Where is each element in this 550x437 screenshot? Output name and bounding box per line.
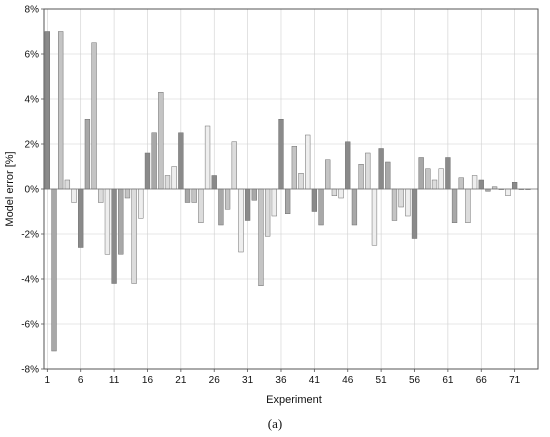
y-tick-label: 2% — [25, 140, 40, 151]
bar — [365, 152, 371, 190]
bar — [231, 141, 237, 190]
x-tick-label: 56 — [409, 375, 421, 386]
bar — [478, 179, 484, 190]
bar — [391, 188, 398, 221]
bar — [64, 179, 71, 190]
bar — [118, 188, 124, 255]
bar — [51, 188, 57, 352]
bar — [431, 179, 438, 190]
bar — [311, 188, 318, 212]
x-tick-label: 61 — [442, 375, 454, 386]
x-tick-label: 51 — [376, 375, 388, 386]
bar — [204, 125, 211, 190]
x-tick-label: 46 — [342, 375, 354, 386]
x-tick-label: 16 — [142, 375, 154, 386]
bar — [84, 119, 91, 190]
y-tick-label: 4% — [25, 95, 40, 106]
y-tick-label: 6% — [25, 50, 40, 61]
x-tick-label: 1 — [45, 375, 51, 386]
bar — [71, 188, 77, 203]
chart: -8%-6%-4%-2%0%2%4%6%8% 1 6 11 16 21 26 31 36 41 4… — [4, 5, 539, 406]
bar — [505, 188, 511, 196]
bar — [78, 188, 84, 248]
x-tick-label: 26 — [209, 375, 221, 386]
bar — [151, 132, 157, 190]
bar — [218, 188, 224, 226]
x-tick-label: 6 — [78, 375, 84, 386]
bar — [418, 157, 424, 190]
bar — [271, 188, 277, 217]
bar — [171, 166, 177, 190]
y-tick-label: -8% — [21, 365, 39, 376]
y-tick-label: -6% — [21, 320, 39, 331]
bar — [184, 188, 191, 203]
x-tick-label: 11 — [109, 375, 120, 386]
y-tick-label: 0% — [25, 185, 40, 196]
bar — [345, 141, 351, 190]
bar — [124, 188, 131, 199]
figure-caption: (a) — [267, 416, 283, 431]
bar — [131, 188, 137, 284]
x-ticks: 1 6 11 16 21 26 31 36 41 46 51 56 61 66 71 — [45, 369, 521, 386]
bar — [351, 188, 358, 226]
bar — [398, 188, 404, 208]
bar — [458, 177, 464, 190]
bar — [238, 188, 244, 253]
bar — [191, 188, 197, 203]
bar — [445, 157, 451, 190]
y-axis-title: Model error [%] — [4, 151, 16, 226]
bar — [358, 164, 364, 190]
bar — [285, 188, 291, 214]
bar — [138, 188, 144, 219]
bar — [224, 188, 231, 210]
bar — [411, 188, 418, 239]
bar — [371, 188, 378, 246]
bar — [331, 188, 338, 196]
bar — [104, 188, 111, 255]
bar — [465, 188, 471, 223]
bar — [338, 188, 344, 199]
bar — [91, 42, 97, 190]
bar — [98, 188, 104, 203]
y-ticks: -8% -6% -4% -2% 0% 2% 4% 6% 8% — [21, 5, 44, 376]
bar — [244, 188, 251, 221]
bar — [158, 92, 164, 190]
bar — [211, 175, 217, 190]
x-axis-title: Experiment — [266, 394, 322, 406]
bar — [278, 119, 284, 190]
bar — [198, 188, 204, 223]
x-tick-label: 66 — [476, 375, 488, 386]
bar — [405, 188, 411, 217]
bar — [378, 148, 384, 190]
bar — [318, 188, 324, 226]
bar — [425, 168, 431, 190]
bar — [178, 132, 184, 190]
bar — [164, 175, 171, 190]
bar — [305, 134, 311, 190]
y-tick-label: 8% — [25, 5, 40, 16]
bar — [298, 173, 304, 190]
bar — [325, 159, 331, 190]
bar — [264, 188, 271, 237]
y-tick-label: -4% — [21, 275, 39, 286]
bar — [438, 168, 444, 190]
x-tick-label: 71 — [509, 375, 521, 386]
bar — [144, 152, 151, 190]
bar — [511, 182, 518, 190]
x-tick-label: 41 — [309, 375, 321, 386]
bar — [451, 188, 458, 223]
x-tick-label: 21 — [175, 375, 187, 386]
bar — [251, 188, 257, 201]
bar — [44, 31, 50, 190]
bar — [291, 146, 297, 190]
bar — [111, 188, 117, 284]
bar — [58, 31, 64, 190]
y-tick-label: -2% — [21, 230, 39, 241]
bar — [385, 161, 391, 190]
x-tick-label: 31 — [242, 375, 254, 386]
bars — [44, 31, 531, 352]
x-tick-label: 36 — [275, 375, 287, 386]
bar — [258, 188, 264, 286]
bar — [471, 175, 478, 190]
